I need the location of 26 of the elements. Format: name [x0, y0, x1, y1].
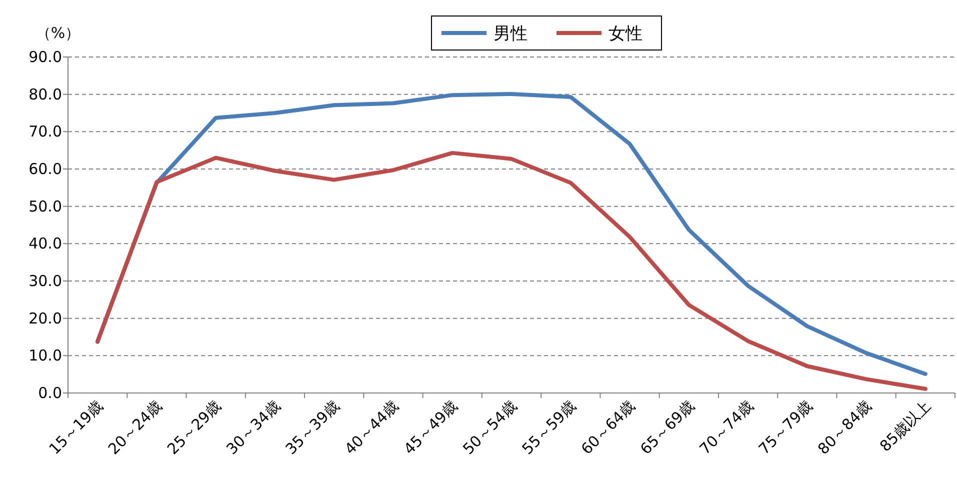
- y-tick-label: 70.0: [28, 122, 62, 141]
- x-tick-label: 65～69歳: [636, 397, 698, 458]
- x-tick-label: 40～44歳: [341, 397, 402, 458]
- y-tick-label: 20.0: [28, 309, 62, 328]
- y-tick-label: 40.0: [28, 234, 62, 253]
- x-tick-label: 50～54歳: [459, 397, 520, 458]
- x-tick-label: 35～39歳: [282, 397, 343, 458]
- x-tick-label: 55～59歳: [518, 397, 580, 458]
- x-tick-label: 85歳以上: [876, 397, 934, 456]
- x-tick-label: 45～49歳: [400, 397, 462, 458]
- x-tick-label: 30～34歳: [222, 397, 284, 458]
- x-tick-label: 75～79歳: [755, 397, 816, 458]
- x-tick-label: 20～24歳: [104, 397, 166, 458]
- x-tick-label: 25～29歳: [164, 397, 225, 458]
- y-tick-label: 10.0: [28, 346, 62, 365]
- y-tick-label: 60.0: [28, 160, 62, 178]
- x-tick-label: 70～74歳: [696, 397, 757, 458]
- legend-label: 男性: [494, 24, 528, 44]
- x-tick-label: 60～64歳: [578, 397, 639, 458]
- legend-label: 女性: [608, 24, 642, 44]
- y-tick-label: 30.0: [28, 272, 62, 290]
- y-tick-label: 80.0: [28, 85, 62, 104]
- y-tick-label: 50.0: [28, 197, 62, 216]
- x-tick-label: 80～84歳: [814, 397, 876, 458]
- y-tick-label: 90.0: [28, 48, 62, 66]
- y-axis-title: （%）: [36, 24, 80, 42]
